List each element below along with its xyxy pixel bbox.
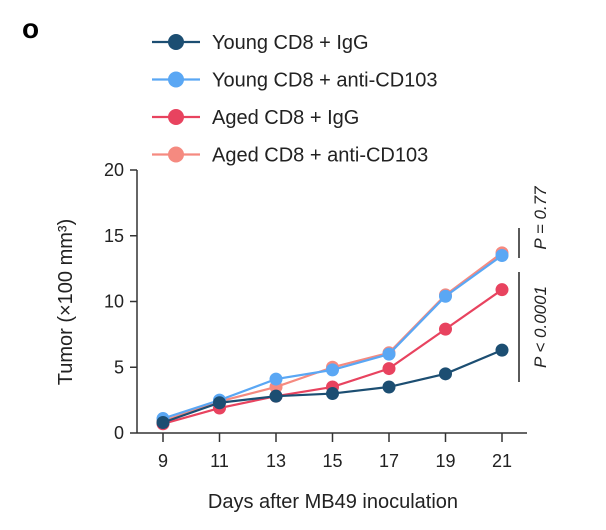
data-point (439, 289, 452, 303)
data-point (156, 415, 170, 429)
y-axis-label: Tumor (×100 mm³) (55, 219, 77, 386)
data-point (382, 380, 396, 394)
axes: 0 5 10 15 20 9 11 13 15 17 19 21 (104, 160, 527, 471)
x-tick-label: 15 (322, 451, 342, 471)
legend: Young CD8 + IgG Young CD8 + anti-CD103 Age… (152, 32, 438, 167)
y-tick-label: 20 (104, 160, 124, 180)
data-point (495, 248, 509, 262)
panel-label: o (22, 13, 39, 44)
legend-label: Young CD8 + IgG (212, 32, 369, 54)
data-point (269, 389, 283, 403)
x-tick-label: 13 (266, 451, 286, 471)
data-point (439, 322, 452, 336)
legend-marker (168, 71, 184, 88)
x-tick-label: 9 (158, 451, 168, 471)
p-value-1: P < 0.0001 (531, 286, 550, 368)
series-group (156, 246, 509, 431)
x-axis-label: Days after MB49 inoculation (208, 491, 458, 513)
x-tick-label: 11 (210, 451, 229, 471)
data-point (382, 362, 396, 376)
legend-marker (168, 34, 184, 50)
data-point (495, 283, 509, 297)
y-tick-label: 5 (114, 357, 124, 377)
data-point (326, 363, 339, 377)
legend-marker (168, 109, 184, 125)
data-point (495, 343, 509, 357)
legend-label: Aged CD8 + IgG (212, 107, 359, 129)
x-tick-label: 21 (492, 451, 512, 471)
data-point (269, 372, 283, 386)
data-point (213, 396, 226, 410)
data-point (382, 347, 396, 361)
legend-label: Aged CD8 + anti-CD103 (212, 145, 428, 167)
y-tick-label: 10 (104, 292, 124, 312)
legend-marker (168, 146, 184, 163)
y-tick-label: 15 (104, 226, 124, 246)
p-value-2: P = 0.77 (531, 186, 550, 250)
x-tick-label: 19 (435, 451, 455, 471)
data-point (326, 387, 339, 401)
legend-label: Young CD8 + anti-CD103 (212, 70, 438, 92)
x-tick-label: 17 (379, 451, 399, 471)
data-point (439, 367, 452, 381)
y-tick-label: 0 (114, 423, 124, 443)
